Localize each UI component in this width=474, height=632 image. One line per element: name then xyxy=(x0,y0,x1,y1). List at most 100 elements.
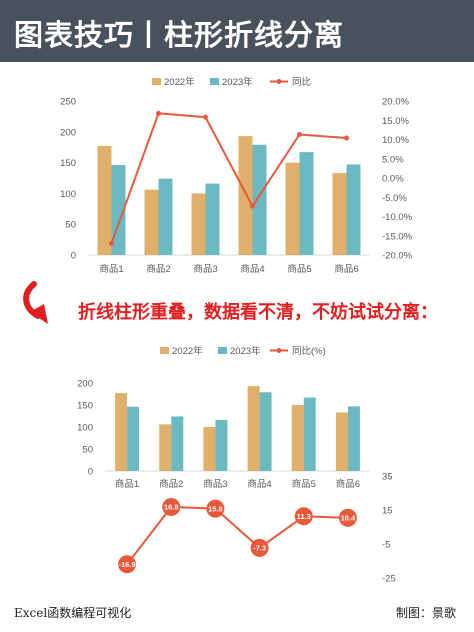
footer-source: Excel函数编程可视化 xyxy=(14,606,132,620)
y-tick-label: 0 xyxy=(88,467,93,478)
y-tick-label: 100 xyxy=(77,423,93,434)
legend-label-growth: 同比 xyxy=(292,76,311,88)
x-tick-label: 商品2 xyxy=(146,263,170,275)
callout-text: 折线柱形重叠，数据看不清，不妨试试分离： xyxy=(78,302,438,323)
y-tick-label: 250 xyxy=(60,97,76,108)
footer-author: 制图：景歌 xyxy=(395,606,456,620)
legend-swatch-2022 xyxy=(152,78,161,85)
bar-2023 xyxy=(171,416,184,471)
growth-point xyxy=(250,203,255,209)
y-tick-label: 200 xyxy=(60,127,76,138)
y2-tick-label: 10.0% xyxy=(382,135,409,146)
growth-line xyxy=(110,112,347,244)
legend-swatch-2023 xyxy=(218,347,227,354)
y-tick-label: 50 xyxy=(82,445,93,456)
growth-line xyxy=(126,505,348,565)
bar-2023 xyxy=(205,183,220,255)
x-tick-label: 商品1 xyxy=(99,263,123,275)
bar-2022 xyxy=(291,405,304,471)
y-tick-label: 150 xyxy=(77,401,93,412)
bar-2023 xyxy=(127,406,140,471)
header-banner: 图表技巧丨柱形折线分离 xyxy=(0,0,474,62)
y2-tick-label: -20.0% xyxy=(382,251,413,262)
growth-point xyxy=(297,131,302,137)
x-tick-label: 商品4 xyxy=(247,478,271,490)
growth-data-label: -16.9 xyxy=(119,560,136,569)
x-tick-label: 商品3 xyxy=(193,263,217,275)
x-tick-label: 商品6 xyxy=(334,263,358,275)
y2-tick-label: -15.0% xyxy=(382,231,413,242)
y2-tick-label: -5.0% xyxy=(382,193,407,204)
growth-point xyxy=(162,497,181,516)
bar-2022 xyxy=(97,145,112,255)
bar-2022 xyxy=(115,393,128,471)
growth-point xyxy=(338,508,357,527)
growth-point xyxy=(294,507,313,526)
growth-data-label: 15.8 xyxy=(208,504,223,513)
x-tick-label: 商品6 xyxy=(336,478,360,490)
legend-marker-growth xyxy=(276,348,282,353)
y2-tick-label: 5.0% xyxy=(382,154,404,165)
y2-tick-label: 15 xyxy=(382,506,393,517)
bar-2023 xyxy=(215,419,228,471)
y2-tick-label: 15.0% xyxy=(382,116,409,127)
bar-2022 xyxy=(332,173,347,255)
bar-2023 xyxy=(299,152,314,255)
y-tick-label: 150 xyxy=(60,158,76,169)
x-tick-label: 商品1 xyxy=(115,478,139,490)
bar-2023 xyxy=(158,178,173,255)
y-tick-label: 0 xyxy=(71,251,76,262)
y-tick-label: 100 xyxy=(60,189,76,200)
legend-marker-growth xyxy=(276,79,282,84)
growth-point xyxy=(344,135,349,141)
legend-label-growth: 同比(%) xyxy=(292,345,326,357)
legend-swatch-2023 xyxy=(210,78,219,85)
down-arrow-icon xyxy=(23,281,48,324)
y2-tick-label: -10.0% xyxy=(382,212,413,223)
growth-data-label: -7.3 xyxy=(253,544,266,553)
bar-2022 xyxy=(203,427,216,471)
bar-2023 xyxy=(252,144,267,255)
bar-2022 xyxy=(247,386,260,471)
y2-tick-label: 20.0% xyxy=(382,97,409,108)
bar-2022 xyxy=(238,136,253,255)
growth-point xyxy=(206,499,225,518)
page-title: 图表技巧丨柱形折线分离 xyxy=(14,18,345,52)
growth-point xyxy=(203,114,208,120)
growth-data-label: 11.3 xyxy=(297,512,311,521)
y2-tick-label: -25 xyxy=(382,574,396,585)
x-tick-label: 商品2 xyxy=(159,478,183,490)
bar-2022 xyxy=(191,193,206,255)
y-tick-label: 200 xyxy=(77,379,93,390)
legend-label-2022: 2022年 xyxy=(164,76,195,88)
growth-data-label: 10.4 xyxy=(341,514,356,523)
x-tick-label: 商品4 xyxy=(240,263,264,275)
legend-swatch-2022 xyxy=(160,347,169,354)
chart-top-combo: 2022年 2023年 同比 0 50 100 150 200 250 20.0% 15.0% 10.… xyxy=(60,76,413,275)
y2-tick-label: -5 xyxy=(382,540,390,551)
legend-label-2022: 2022年 xyxy=(172,345,203,357)
legend: 2022年 2023年 同比 xyxy=(152,76,311,88)
y-tick-label: 50 xyxy=(65,220,76,231)
bar-2022 xyxy=(285,162,300,255)
bar-2023 xyxy=(259,392,272,471)
bar-2023 xyxy=(347,406,360,471)
bar-2023 xyxy=(346,164,361,255)
x-tick-label: 商品5 xyxy=(287,263,311,275)
legend: 2022年 2023年 同比(%) xyxy=(160,345,326,357)
growth-data-label: 16.8 xyxy=(164,503,179,512)
growth-point xyxy=(109,240,114,246)
legend-label-2023: 2023年 xyxy=(222,76,253,88)
bar-2023 xyxy=(303,397,316,471)
bar-2022 xyxy=(144,189,159,255)
bar-2022 xyxy=(159,424,172,471)
y2-tick-label: 35 xyxy=(382,472,393,483)
legend-label-2023: 2023年 xyxy=(230,345,261,357)
chart-bottom-separated: 2022年 2023年 同比(%) 0 50 100 150 200 35 15 -5 -25 商品1 商… xyxy=(77,345,396,585)
y2-tick-label: 0.0% xyxy=(382,174,404,185)
x-tick-label: 商品5 xyxy=(292,478,316,490)
bar-2022 xyxy=(335,412,348,471)
growth-point xyxy=(156,110,161,116)
growth-point xyxy=(118,555,137,574)
growth-point xyxy=(250,538,269,557)
